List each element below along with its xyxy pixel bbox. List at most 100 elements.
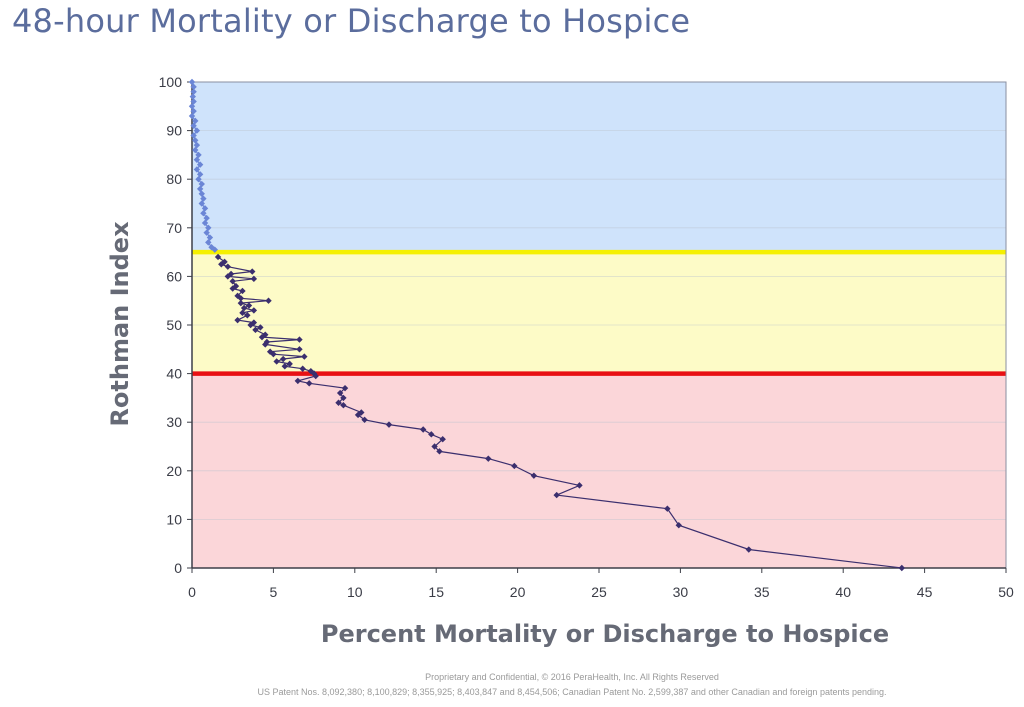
data-point [234,316,241,324]
x-tick-label: 45 [917,584,933,600]
data-point [195,151,202,159]
x-tick-label: 50 [998,584,1014,600]
gridlines [192,130,1006,520]
footer-copyright: Proprietary and Confidential, © 2016 Per… [425,672,719,682]
data-point [419,426,427,433]
data-point [239,287,246,295]
data-point [192,137,199,144]
data-point [196,171,204,178]
data-point [245,302,253,309]
data-point [252,326,259,334]
data-point [218,261,225,268]
data-series [188,78,906,572]
data-point [237,295,245,302]
y-tick-label: 70 [166,220,182,236]
data-point [196,161,204,168]
data-point [281,363,288,370]
data-point [189,93,197,100]
data-point [428,431,435,438]
data-point [192,146,199,154]
data-point [201,205,209,212]
data-point [273,358,280,365]
data-point [530,472,538,479]
data-point [190,132,197,139]
data-point [335,399,342,406]
data-point [190,107,197,115]
risk-bands [192,82,1006,568]
data-point [294,377,302,385]
y-tick-label: 80 [166,171,182,187]
data-point [193,166,201,173]
data-point [239,309,246,317]
y-tick-label: 60 [166,268,182,284]
data-point [190,88,197,95]
data-point [196,185,204,193]
x-tick-label: 0 [188,584,196,600]
data-point [249,268,256,275]
data-point [247,321,254,329]
threshold-lines [192,249,1006,376]
data-point [439,436,446,443]
data-point [354,411,362,419]
data-point [237,299,245,307]
data-point [188,103,196,110]
data-point [198,200,205,207]
data-point [898,564,906,572]
data-point [436,448,443,455]
band-0 [192,82,1006,253]
data-point [190,122,197,129]
x-tick-label: 10 [347,584,363,600]
data-point [336,389,344,397]
y-axis-label: Rothman Index [106,221,134,427]
data-point [193,141,201,149]
data-point [431,443,438,450]
y-tick-label: 100 [159,74,183,90]
data-point [553,491,560,499]
data-point [257,324,264,331]
data-point [576,482,583,489]
data-point [240,304,248,312]
data-point [198,180,205,188]
data-point [306,380,313,387]
data-point [258,333,266,341]
data-point [296,336,303,343]
data-point [262,341,269,348]
data-point [250,275,258,283]
y-tick-label: 40 [166,366,182,382]
x-axis-label: Percent Mortality or Discharge to Hospic… [320,620,890,648]
y-tick-label: 50 [166,317,182,333]
y-tick-label: 90 [166,123,182,139]
data-point [485,455,492,462]
y-tick-label: 20 [166,463,182,479]
data-point [265,297,272,304]
data-point [206,234,214,241]
data-point [296,346,303,353]
data-point [203,229,210,236]
data-point [340,401,347,409]
y-tick-label: 0 [174,560,182,576]
data-point [200,195,207,202]
data-point [201,219,209,227]
x-tick-label: 25 [591,584,607,600]
data-point [675,522,682,529]
data-point [188,78,196,86]
data-point [203,214,210,222]
axes: 0 10 20 30 40 50 60 70 80 90 100 0 5 10 15 20 25 30 35 40 45… [159,74,1014,600]
data-point [195,176,202,183]
footer-patents: US Patent Nos. 8,092,380; 8,100,829; 8,3… [257,687,887,697]
data-point [192,117,199,125]
data-point [250,307,258,314]
x-tick-label: 30 [673,584,689,600]
data-point [385,421,393,428]
y-tick-label: 30 [166,414,182,430]
data-point [211,246,218,253]
data-point [361,416,368,423]
data-point [279,355,287,363]
y-tick-label: 10 [166,511,182,527]
data-point [200,210,207,217]
data-point [299,365,306,372]
data-point [341,384,349,392]
data-point [312,372,319,380]
data-point [205,224,212,231]
